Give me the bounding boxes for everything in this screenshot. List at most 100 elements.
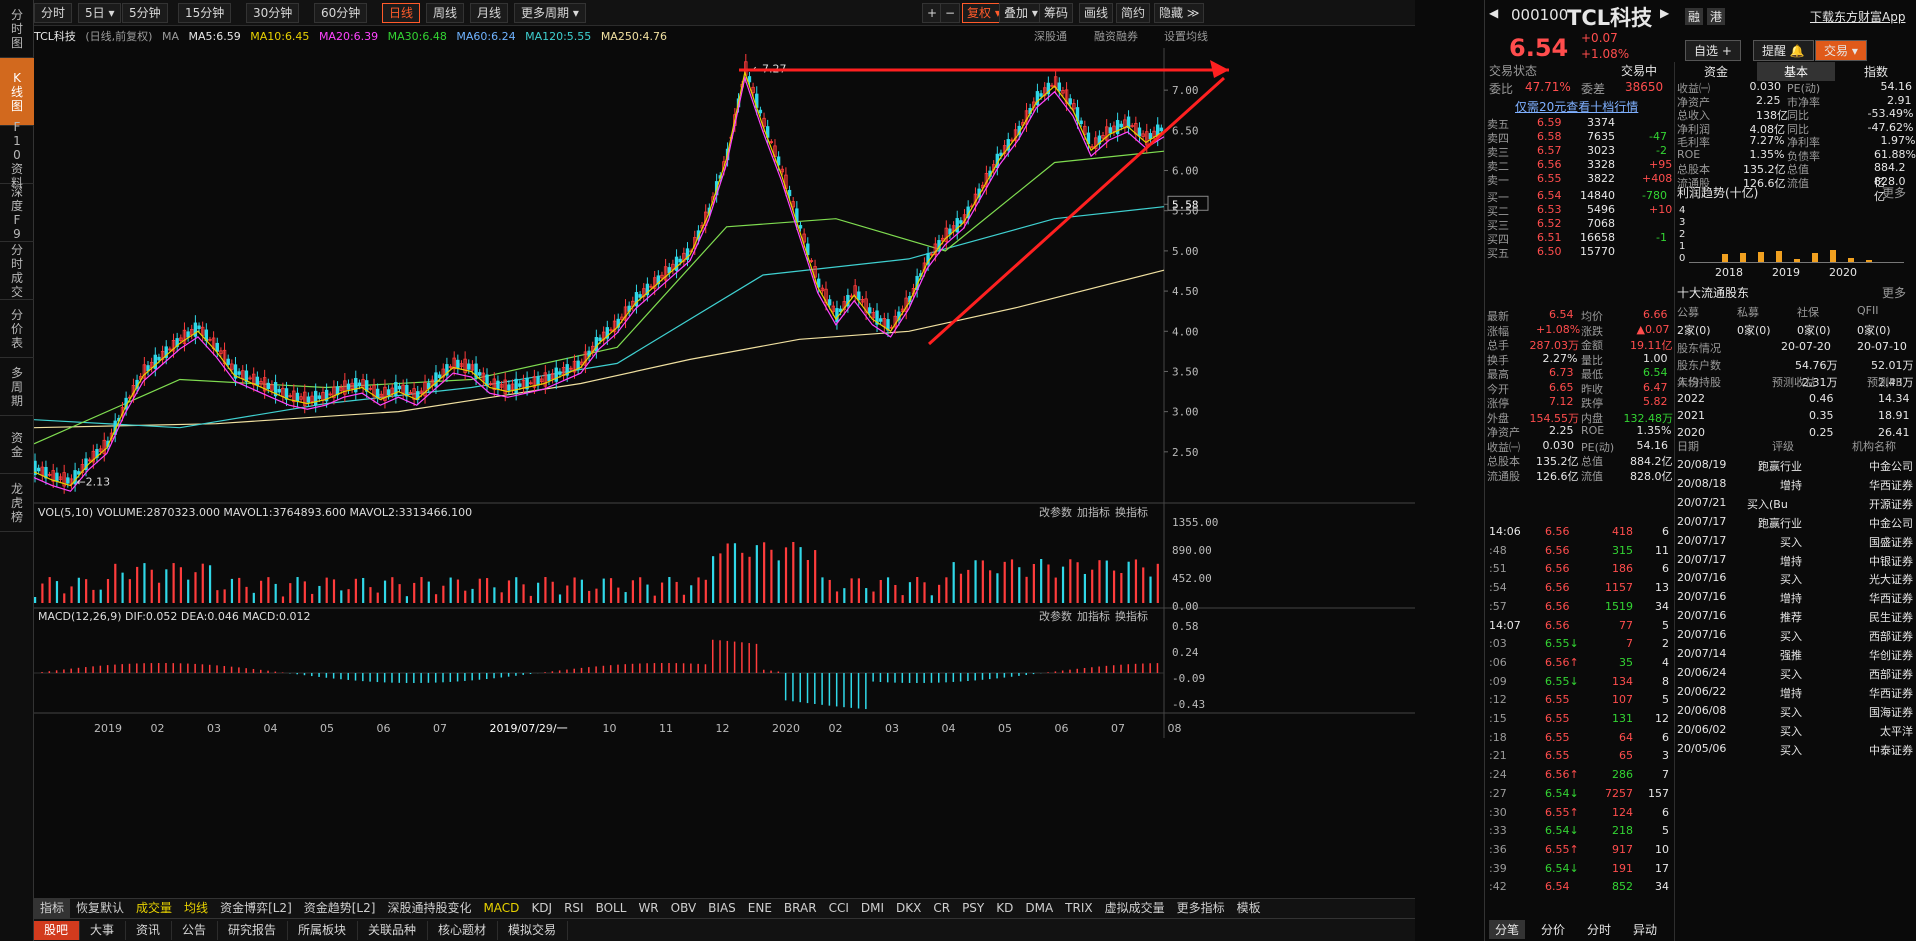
leftnav-item-5[interactable]: 分价表	[0, 300, 34, 358]
macd-bar	[391, 673, 393, 683]
shgt-link[interactable]: 深股通	[1034, 30, 1067, 43]
macd-bar	[719, 640, 721, 673]
toolbar-right-2[interactable]: 复权 ▾	[962, 3, 1006, 23]
stat-value-2: 6.47	[1643, 380, 1668, 394]
indicator-25[interactable]: 更多指标	[1176, 901, 1225, 915]
period-tab-1[interactable]: 5日 ▾	[78, 3, 122, 23]
bottom-tab-7[interactable]: 核心题材	[428, 921, 498, 940]
period-tab-2[interactable]: 5分钟	[122, 3, 168, 23]
level10-ad[interactable]: 仅需20元查看十档行情	[1515, 100, 1639, 114]
period-tab-8[interactable]: 月线	[470, 3, 509, 23]
bottom-tab-5[interactable]: 所属板块	[288, 921, 358, 940]
bottom-tab-0[interactable]: 股吧	[34, 921, 80, 940]
leftnav-item-6[interactable]: 多周期	[0, 358, 34, 416]
candle-body	[295, 392, 300, 402]
holders-more-link[interactable]: 更多	[1882, 286, 1907, 300]
indicator-9[interactable]: RSI	[564, 901, 584, 915]
forecast-eps: 0.25	[1809, 426, 1834, 439]
indicator-13[interactable]: BIAS	[708, 901, 736, 915]
indicator-21[interactable]: KD	[996, 901, 1014, 915]
toolbar-right-4[interactable]: 筹码	[1039, 3, 1074, 23]
badge-0[interactable]: 融	[1685, 8, 1704, 25]
indicator-22[interactable]: DMA	[1025, 901, 1054, 915]
toolbar-right-5[interactable]: 画线	[1079, 3, 1114, 23]
indicator-4[interactable]: 资金博弈[L2]	[220, 901, 292, 915]
toolbar-right-3[interactable]: 叠加 ▾	[999, 3, 1043, 23]
tick-tab-2[interactable]: 分时	[1587, 923, 1612, 937]
bottom-tab-1[interactable]: 大事	[80, 921, 126, 940]
macd-bar	[165, 663, 167, 673]
panel-link-1-2: 换指标	[1115, 609, 1148, 623]
action-button-0[interactable]: 自选 +	[1685, 40, 1741, 61]
tick-tab-1[interactable]: 分价	[1541, 923, 1566, 937]
indicator-5[interactable]: 资金趋势[L2]	[303, 901, 376, 915]
trend-more-link[interactable]: 更多	[1882, 186, 1907, 200]
bottom-tab-3[interactable]: 公告	[172, 921, 218, 940]
bottom-tab-8[interactable]: 模拟交易	[498, 921, 568, 940]
leftnav-item-7[interactable]: 资金	[0, 416, 34, 474]
macd-bar	[566, 669, 568, 673]
candle-body	[875, 310, 879, 325]
bottom-tab-6[interactable]: 关联品种	[358, 921, 428, 940]
action-button-1[interactable]: 提醒 🔔	[1753, 40, 1814, 61]
tick-time: :03	[1489, 637, 1507, 651]
indicator-19[interactable]: CR	[933, 901, 951, 915]
action-button-2[interactable]: 交易 ▾	[1815, 40, 1867, 61]
indicator-1[interactable]: 恢复默认	[76, 901, 125, 915]
indicator-0[interactable]: 指标	[34, 899, 71, 918]
indicator-12[interactable]: OBV	[670, 901, 697, 915]
tick-tab-3[interactable]: 异动	[1633, 923, 1658, 937]
candle-body	[682, 252, 686, 262]
rating-value: 增持	[1780, 478, 1802, 492]
fund-tab-0[interactable]: 资金	[1703, 65, 1728, 79]
bottom-tab-2[interactable]: 资讯	[126, 921, 172, 940]
ma-setting-link[interactable]: 设置均线	[1164, 30, 1208, 43]
macd-bar	[850, 673, 853, 708]
prev-stock-icon[interactable]: ◀	[1489, 6, 1499, 20]
indicator-16[interactable]: CCI	[828, 901, 849, 915]
indicator-24[interactable]: 虚拟成交量	[1104, 901, 1165, 915]
toolbar-right-7[interactable]: 隐藏 ≫	[1154, 3, 1205, 23]
indicator-11[interactable]: WR	[638, 901, 659, 915]
leftnav-item-4[interactable]: 分时成交	[0, 242, 34, 300]
indicator-20[interactable]: PSY	[962, 901, 985, 915]
toolbar-right-1[interactable]: −	[940, 3, 961, 23]
indicator-26[interactable]: 模板	[1236, 901, 1261, 915]
toolbar-right-6[interactable]: 简约	[1116, 3, 1151, 23]
badge-1[interactable]: 港	[1707, 8, 1726, 25]
indicator-10[interactable]: BOLL	[595, 901, 627, 915]
volume-bar	[726, 543, 729, 603]
indicator-3[interactable]: 均线	[184, 901, 209, 915]
indicator-15[interactable]: BRAR	[783, 901, 817, 915]
tick-tab-0[interactable]: 分笔	[1489, 920, 1526, 939]
margin-link[interactable]: 融资融券	[1094, 30, 1138, 43]
indicator-14[interactable]: ENE	[747, 901, 772, 915]
period-tab-7[interactable]: 周线	[426, 3, 465, 23]
period-tab-5[interactable]: 60分钟	[314, 3, 368, 23]
macd-bar	[770, 670, 772, 673]
indicator-7[interactable]: MACD	[483, 901, 520, 915]
period-tab-3[interactable]: 15分钟	[178, 3, 232, 23]
period-tab-0[interactable]: 分时	[34, 3, 73, 23]
period-tab-9[interactable]: 更多周期 ▾	[514, 3, 586, 23]
indicator-2[interactable]: 成交量	[136, 901, 173, 915]
leftnav-item-0[interactable]: 分时图	[0, 0, 34, 58]
bottom-tab-4[interactable]: 研究报告	[218, 921, 288, 940]
period-tab-6[interactable]: 日线	[382, 3, 421, 23]
indicator-6[interactable]: 深股通持股变化	[387, 901, 472, 915]
period-tab-4[interactable]: 30分钟	[246, 3, 300, 23]
download-app-link[interactable]: 下载东方财富App	[1810, 10, 1906, 24]
indicator-18[interactable]: DKX	[896, 901, 922, 915]
leftnav-item-8[interactable]: 龙虎榜	[0, 474, 34, 532]
leftnav-char: F	[13, 119, 21, 134]
indicator-23[interactable]: TRIX	[1065, 901, 1093, 915]
kline-chart-area[interactable]: 7.00 6.50 6.00 5.58 5.50 5.00 4.50 4.00 3.50 3.00…	[33, 48, 1415, 904]
next-stock-icon[interactable]: ▶	[1660, 6, 1670, 20]
indicator-17[interactable]: DMI	[860, 901, 884, 915]
indicator-8[interactable]: KDJ	[531, 901, 553, 915]
fund-tab-2[interactable]: 指数	[1863, 65, 1888, 79]
fund-tab-1[interactable]: 基本	[1757, 62, 1835, 81]
